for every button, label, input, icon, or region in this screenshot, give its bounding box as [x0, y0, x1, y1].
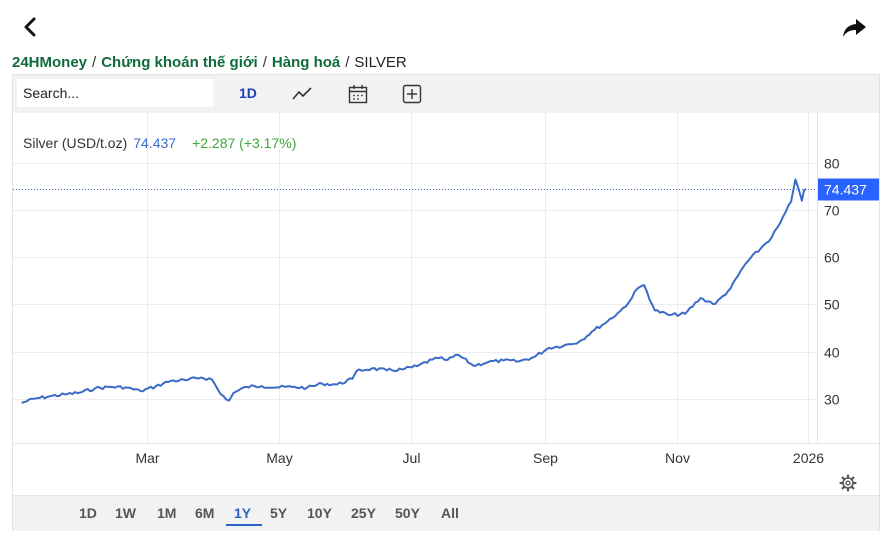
y-tick-label: 40 [824, 345, 840, 361]
x-tick-label: Sep [533, 450, 558, 466]
x-tick-label: Jul [403, 450, 421, 466]
y-tick-label: 30 [824, 392, 840, 408]
x-tick-label: 2026 [793, 450, 824, 466]
breadcrumb-separator: / [345, 54, 350, 71]
chart-toolbar: 1D [13, 75, 879, 113]
chart-widget: 1D 30 40 50 60 70 80 Mar May Jul Sep Nov 2026 74.4… [12, 74, 880, 531]
breadcrumb: 24HMoney / Chứng khoán thế giới / Hàng hoá / S… [12, 54, 407, 71]
y-tick-label: 60 [824, 250, 840, 266]
add-indicator-icon[interactable] [401, 83, 423, 105]
x-tick-label: May [266, 450, 292, 466]
price-tag-text: 74.437 [824, 182, 867, 198]
breadcrumb-current: SILVER [354, 54, 407, 71]
x-axis: Mar May Jul Sep Nov 2026 [135, 450, 824, 466]
settings-gear-icon[interactable] [839, 474, 857, 492]
search-input[interactable] [17, 79, 213, 107]
legend-change: +2.287 (+3.17%) [192, 135, 296, 151]
breadcrumb-link-commodities[interactable]: Hàng hoá [271, 54, 341, 71]
calendar-icon[interactable] [347, 83, 369, 105]
chevron-left-icon[interactable] [18, 14, 44, 40]
x-tick-label: Mar [135, 450, 159, 466]
y-axis: 30 40 50 60 70 80 [824, 156, 840, 408]
active-range-indicator [226, 524, 262, 526]
chart-grid [13, 113, 817, 443]
top-bar [0, 0, 889, 52]
y-tick-label: 50 [824, 297, 840, 313]
breadcrumb-link-world-stocks[interactable]: Chứng khoán thế giới [101, 54, 258, 71]
chart-legend: Silver (USD/t.oz) 74.437 +2.287 (+3.17%) [23, 135, 296, 151]
interval-button[interactable]: 1D [239, 85, 257, 101]
range-button-6m[interactable]: 6M [195, 505, 215, 521]
y-tick-label: 70 [824, 203, 840, 219]
range-button-25y[interactable]: 25Y [351, 505, 376, 521]
range-button-5y[interactable]: 5Y [270, 505, 288, 521]
breadcrumb-separator: / [262, 54, 267, 71]
range-selector: 1D 1W 1M 6M 1Y 5Y 10Y 25Y 50Y All [13, 495, 879, 531]
line-chart-icon[interactable] [291, 83, 313, 105]
range-button-1w[interactable]: 1W [115, 505, 136, 521]
range-button-50y[interactable]: 50Y [395, 505, 420, 521]
y-tick-label: 80 [824, 156, 840, 172]
breadcrumb-separator: / [92, 54, 97, 71]
range-button-10y[interactable]: 10Y [307, 505, 332, 521]
share-arrow-icon[interactable] [840, 14, 868, 42]
range-button-all[interactable]: All [441, 505, 459, 521]
series-line [21, 178, 807, 404]
breadcrumb-link-home[interactable]: 24HMoney [12, 54, 88, 71]
range-button-1m[interactable]: 1M [157, 505, 177, 521]
price-tag: 74.437 [818, 178, 879, 201]
legend-last-price: 74.437 [133, 135, 176, 151]
x-tick-label: Nov [665, 450, 690, 466]
range-button-1y[interactable]: 1Y [234, 505, 252, 521]
range-button-1d[interactable]: 1D [79, 505, 97, 521]
legend-symbol: Silver (USD/t.oz) [23, 135, 127, 151]
